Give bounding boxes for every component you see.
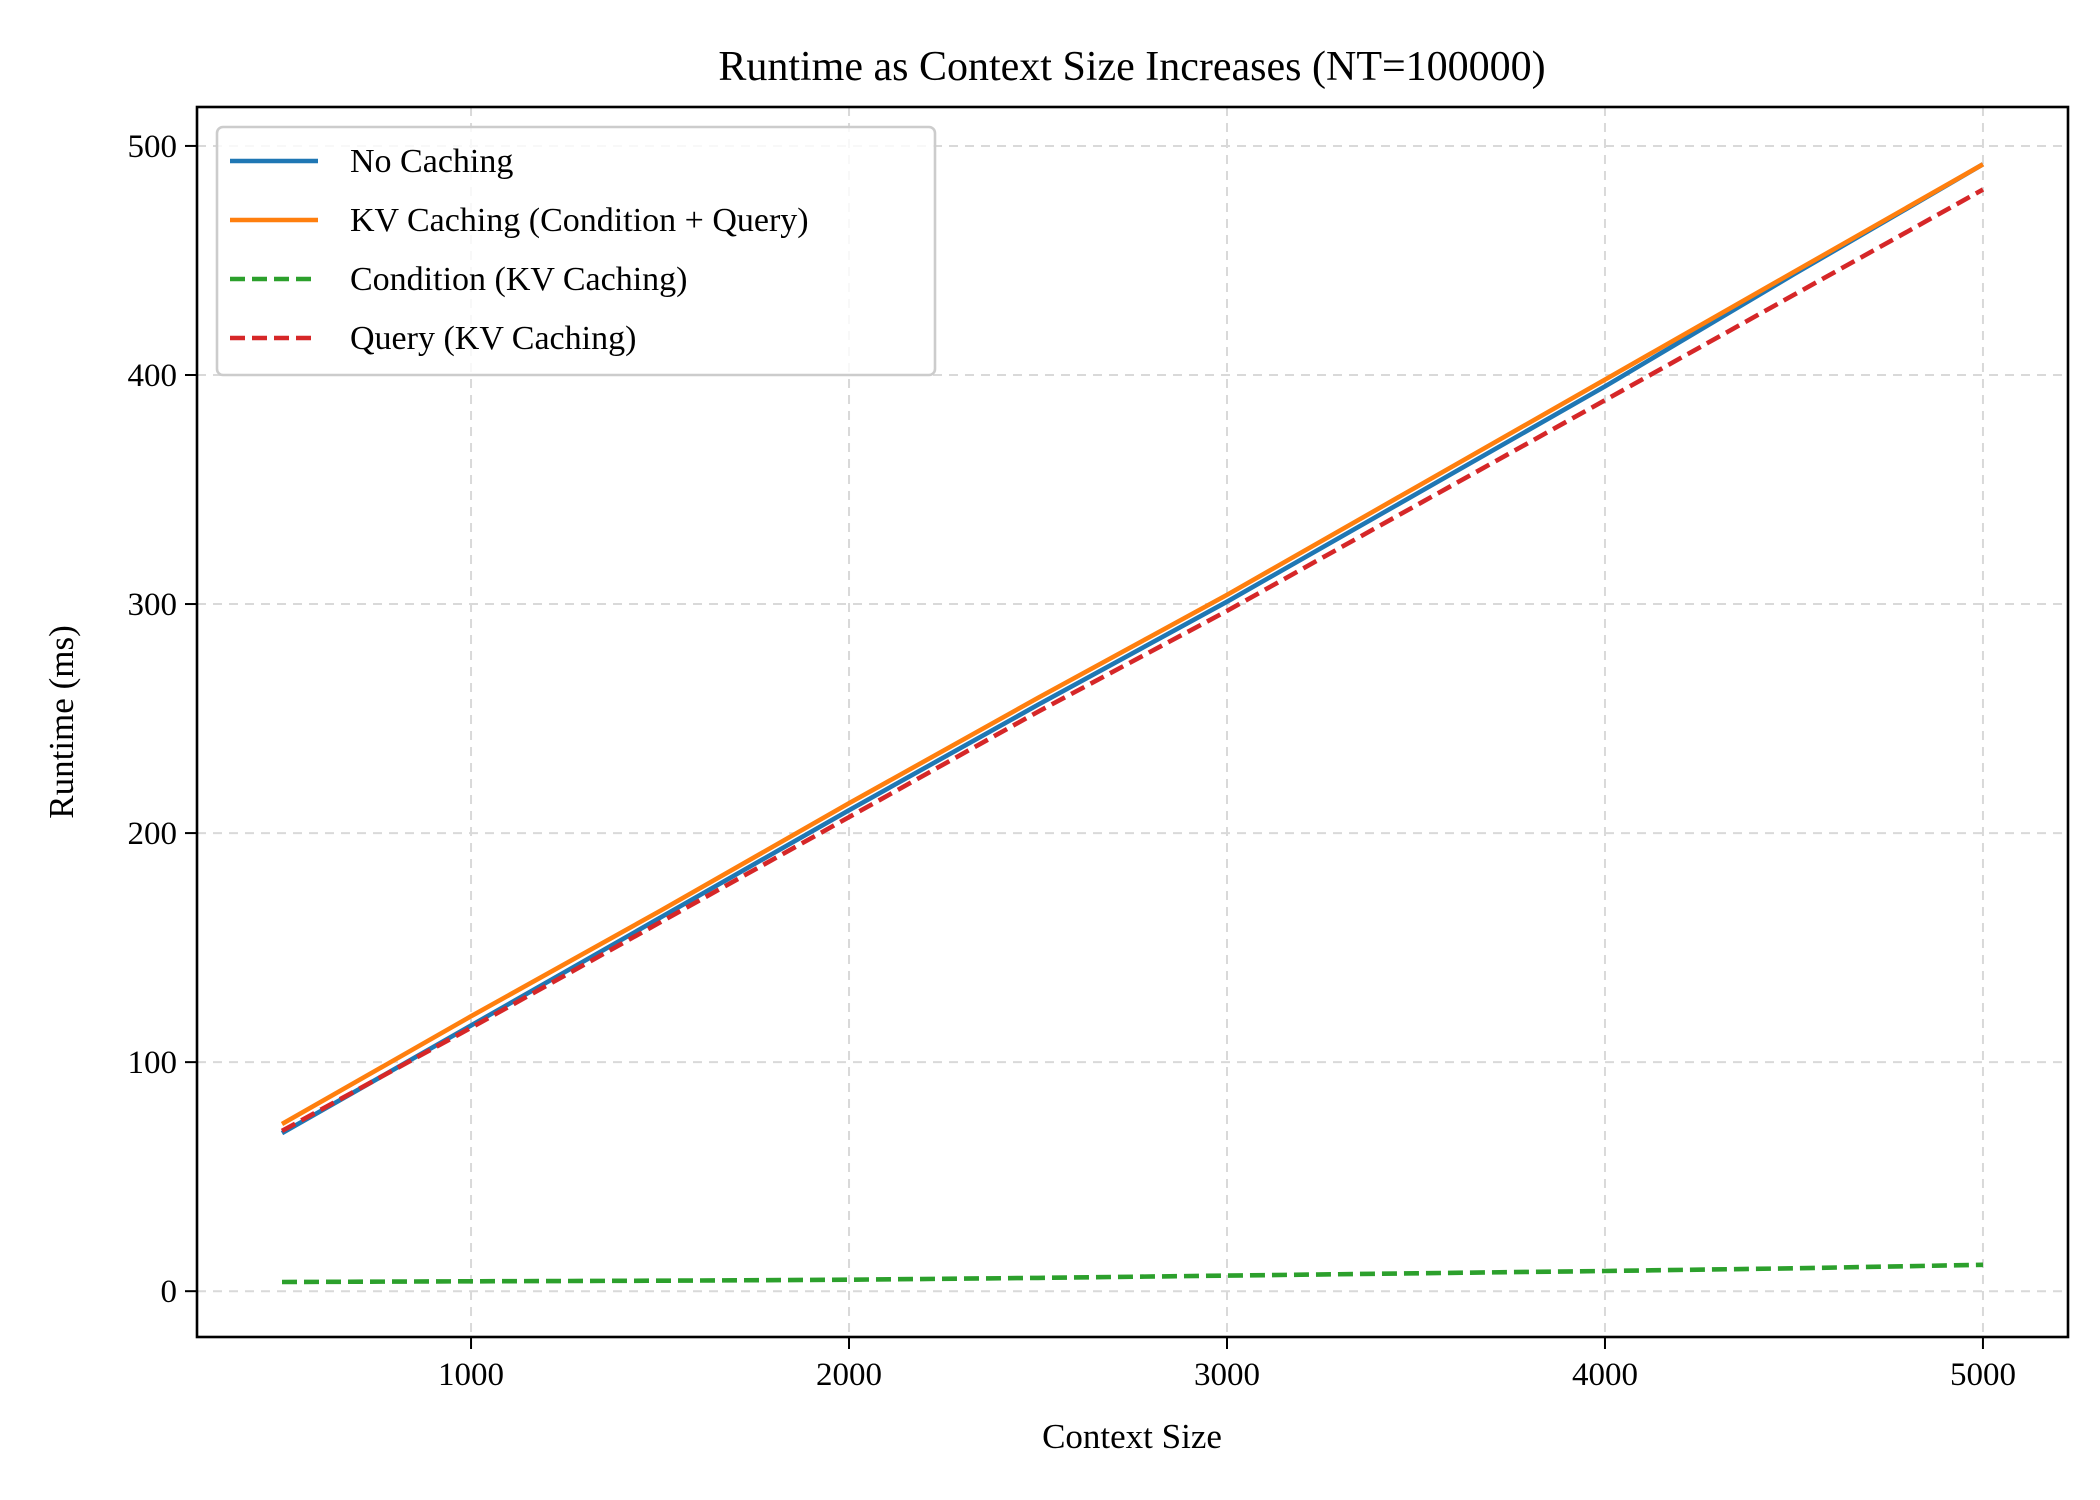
y-axis-label: Runtime (ms) — [42, 625, 81, 818]
legend: No Caching KV Caching (Condition + Query)… — [215, 125, 937, 377]
y-tick-label: 200 — [128, 816, 178, 852]
y-tick-label: 0 — [161, 1274, 178, 1310]
legend-items: No Caching KV Caching (Condition + Query)… — [230, 143, 809, 357]
legend-label-no-caching: No Caching — [350, 143, 513, 180]
legend-label-query-kv-caching: Query (KV Caching) — [350, 320, 636, 357]
y-tick-label: 400 — [128, 358, 178, 394]
x-tick-label: 2000 — [816, 1357, 882, 1393]
x-axis-label: Context Size — [1042, 1417, 1222, 1456]
series-line-query-kv-caching — [280, 187, 1985, 1133]
x-tick-label: 4000 — [1572, 1357, 1638, 1393]
series-line-kv-caching-condition-query — [280, 162, 1985, 1126]
chart-title: Runtime as Context Size Increases (NT=10… — [718, 44, 1545, 90]
x-tick-label: 3000 — [1194, 1357, 1260, 1393]
x-tick-label: 5000 — [1950, 1357, 2016, 1393]
legend-label-condition-kv-caching: Condition (KV Caching) — [350, 261, 687, 298]
y-tick-label: 100 — [128, 1045, 178, 1081]
y-tick-label: 300 — [128, 587, 178, 623]
series-line-condition-kv-caching — [281, 1262, 1984, 1285]
series-lines — [280, 162, 1985, 1285]
plot-frame — [195, 105, 2070, 1339]
axis-ticks: 1000 2000 3000 4000 5000 0 100 200 300 400 500 — [128, 129, 2016, 1393]
legend-box — [215, 125, 937, 377]
y-tick-label: 500 — [128, 129, 178, 165]
grid — [197, 107, 2068, 1337]
x-tick-label: 1000 — [438, 1357, 504, 1393]
series-line-no-caching — [280, 162, 1985, 1136]
legend-label-kv-caching-condition-query: KV Caching (Condition + Query) — [350, 202, 809, 239]
